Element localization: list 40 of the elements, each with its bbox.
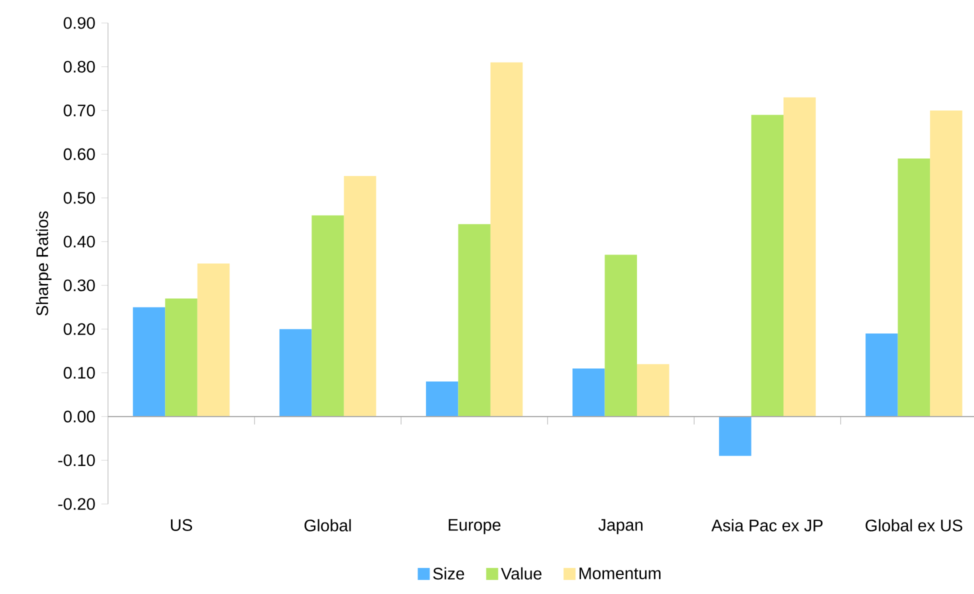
y-tick-label: 0.10 <box>64 366 95 379</box>
bar <box>312 215 344 417</box>
bar <box>898 158 930 417</box>
bar <box>604 254 637 417</box>
legend-label: Size <box>433 567 464 580</box>
bar <box>197 263 230 417</box>
x-tick-label: Japan <box>598 519 642 534</box>
y-tick-label: 0.40 <box>64 236 95 248</box>
legend-label: Momentum <box>580 568 660 580</box>
y-tick-label: -0.20 <box>58 498 95 510</box>
bar <box>751 114 784 417</box>
bar <box>344 176 376 417</box>
y-tick-label: 0.80 <box>64 60 95 73</box>
bar <box>572 368 605 417</box>
bar <box>490 62 523 417</box>
bar <box>784 97 816 417</box>
bar <box>279 329 312 417</box>
y-tick-label: 0.60 <box>64 148 95 160</box>
y-axis-title: Sharpe Ratios <box>36 211 52 316</box>
y-tick-label: -0.10 <box>58 454 95 466</box>
x-tick-label: Asia Pac ex JP <box>711 519 823 532</box>
bar <box>930 110 962 417</box>
y-tick-label: 0.20 <box>64 323 95 335</box>
bar <box>458 224 490 417</box>
x-tick-label: Global <box>304 519 351 532</box>
x-tick-label: Europe <box>448 519 500 534</box>
y-tick-label: 0.30 <box>64 279 95 292</box>
bar <box>165 298 198 417</box>
x-tick-label: Global ex US <box>866 519 962 532</box>
bar <box>132 307 166 417</box>
bar <box>866 333 898 417</box>
y-tick-label: 0.00 <box>64 410 95 422</box>
y-tick-label: 0.70 <box>64 104 95 116</box>
x-tick-label: US <box>170 519 192 531</box>
bar <box>719 416 752 456</box>
legend-label: Value <box>500 567 542 580</box>
y-tick-label: 0.50 <box>64 192 95 204</box>
y-tick-label: 0.90 <box>64 17 95 29</box>
bar <box>426 382 458 417</box>
bar <box>636 364 670 417</box>
